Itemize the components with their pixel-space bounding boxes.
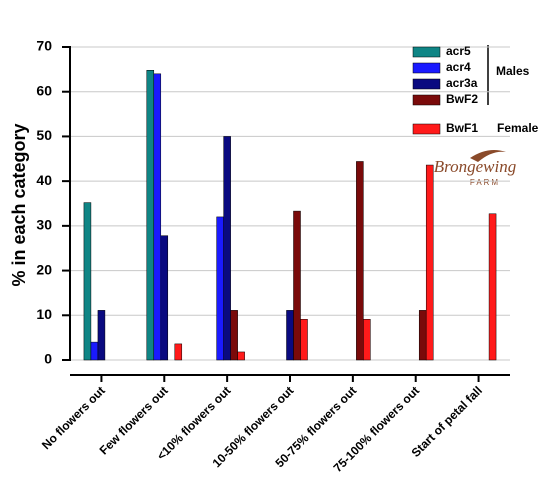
bar (425, 164, 434, 361)
bar (146, 70, 155, 361)
x-tick-label: No flowers out (39, 383, 108, 452)
bar (223, 136, 231, 361)
bar (160, 235, 169, 361)
legend-label: acr5 (446, 44, 471, 58)
legend-swatch (412, 78, 441, 90)
bar (216, 216, 224, 361)
legend-swatch (412, 46, 441, 58)
y-tick-label: 30 (36, 217, 52, 233)
y-axis-title: % in each category (9, 123, 29, 286)
logo-text: Brongewing (434, 157, 516, 176)
bar (97, 310, 106, 361)
y-tick-label: 20 (36, 261, 52, 277)
y-tick-label: 10 (36, 306, 52, 322)
bar (356, 161, 364, 361)
bar (293, 210, 301, 361)
bar (237, 351, 245, 361)
legend-group-label: Female (497, 121, 539, 135)
legend-label: acr4 (446, 60, 471, 74)
bar (286, 310, 294, 361)
bar (230, 310, 238, 361)
bar (418, 310, 427, 361)
legend-swatch (412, 123, 441, 135)
bar (300, 319, 308, 361)
y-tick-label: 0 (44, 351, 52, 367)
legend-label: BwF1 (446, 121, 478, 135)
y-tick-label: 70 (36, 38, 52, 54)
bar (174, 343, 183, 361)
y-tick-label: 40 (36, 172, 52, 188)
logo-mark (470, 150, 506, 162)
legend-label: BwF2 (446, 92, 478, 106)
bar (363, 319, 371, 361)
bar (83, 202, 92, 361)
bar (488, 213, 497, 361)
logo-subtext: FARM (470, 178, 500, 187)
bar (90, 341, 99, 361)
legend-swatch (412, 62, 441, 74)
bar (153, 73, 162, 361)
legend-swatch (412, 94, 441, 106)
legend-label: acr3a (446, 76, 478, 90)
legend-group-label: Males (496, 64, 530, 78)
y-tick-label: 60 (36, 82, 52, 98)
y-tick-label: 50 (36, 127, 52, 143)
